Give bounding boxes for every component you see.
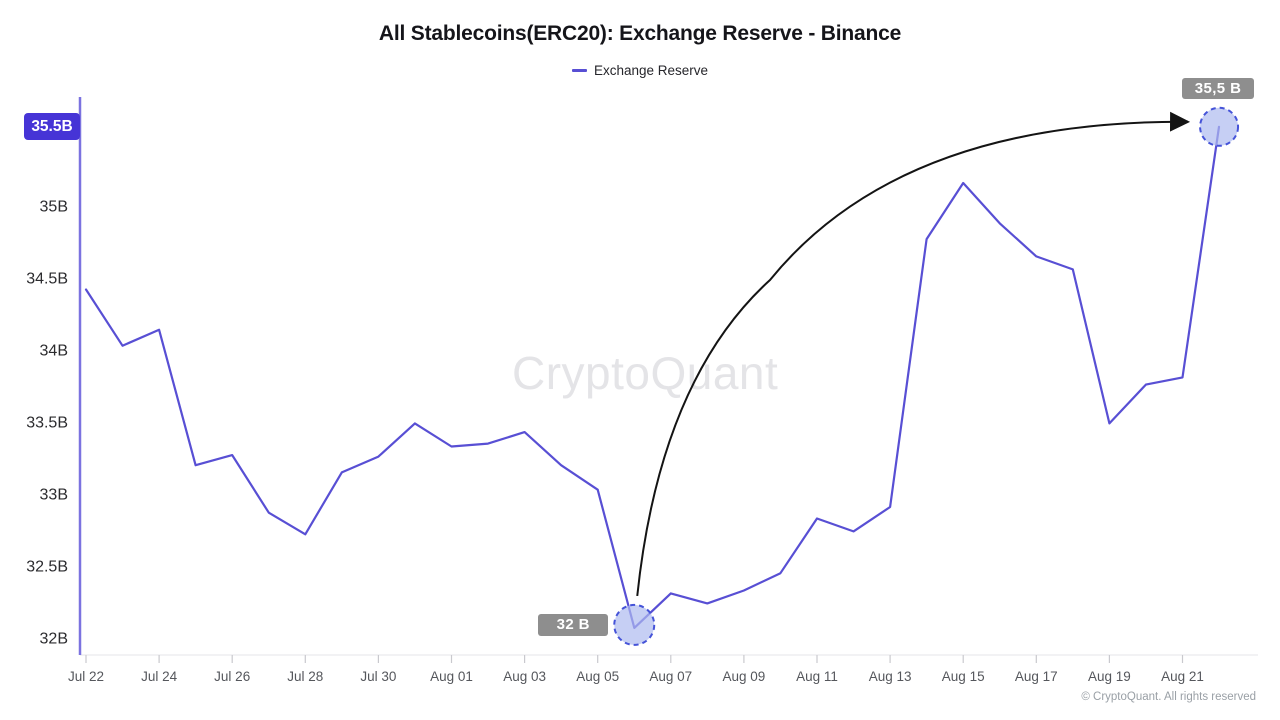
low-point-badge: 32 B	[538, 613, 609, 636]
x-axis-label: Aug 07	[649, 669, 692, 684]
y-axis-label: 34B	[40, 343, 68, 360]
y-axis-label: 33.5B	[26, 415, 68, 432]
y-axis-label: 35B	[40, 199, 68, 216]
x-axis-label: Aug 11	[796, 669, 838, 684]
chart-title: All Stablecoins(ERC20): Exchange Reserve…	[378, 22, 902, 45]
watermark: CryptoQuant	[512, 347, 779, 399]
axis-value-badge: 35.5B	[24, 113, 80, 141]
y-axis-label: 33B	[40, 487, 68, 504]
x-axis-label: Aug 21	[1161, 669, 1204, 684]
x-axis-label: Aug 19	[1088, 669, 1131, 684]
annotation-arrow	[636, 111, 1191, 597]
exchange-reserve-line	[84, 125, 1221, 630]
x-axis-label: Aug 09	[723, 669, 766, 684]
legend-dash-icon	[571, 69, 587, 72]
y-axis-label: 32.5B	[26, 559, 68, 576]
x-axis-label: Jul 22	[68, 669, 104, 684]
x-axis-label: Jul 28	[287, 669, 323, 684]
x-axis-label: Jul 30	[360, 669, 396, 684]
x-axis-label: Aug 13	[869, 669, 912, 684]
legend-label: Exchange Reserve	[593, 63, 709, 78]
low-point-circle	[613, 603, 656, 646]
legend: Exchange Reserve	[0, 63, 1280, 78]
x-axis-label: Aug 15	[942, 669, 985, 684]
high-point-badge: 35,5 B	[1182, 77, 1255, 99]
y-axis-label: 32B	[40, 631, 68, 648]
x-axis-label: Aug 17	[1015, 669, 1058, 684]
x-axis-label: Jul 26	[214, 669, 250, 684]
x-axis-label: Aug 01	[430, 669, 473, 684]
y-axis-label: 34.5B	[26, 271, 68, 288]
x-axis-label: Jul 24	[141, 669, 178, 684]
copyright-attribution: © CryptoQuant. All rights reserved	[1081, 691, 1256, 703]
high-point-circle	[1199, 106, 1240, 147]
x-axis-label: Aug 03	[503, 669, 546, 684]
x-axis-label: Aug 05	[576, 669, 619, 684]
